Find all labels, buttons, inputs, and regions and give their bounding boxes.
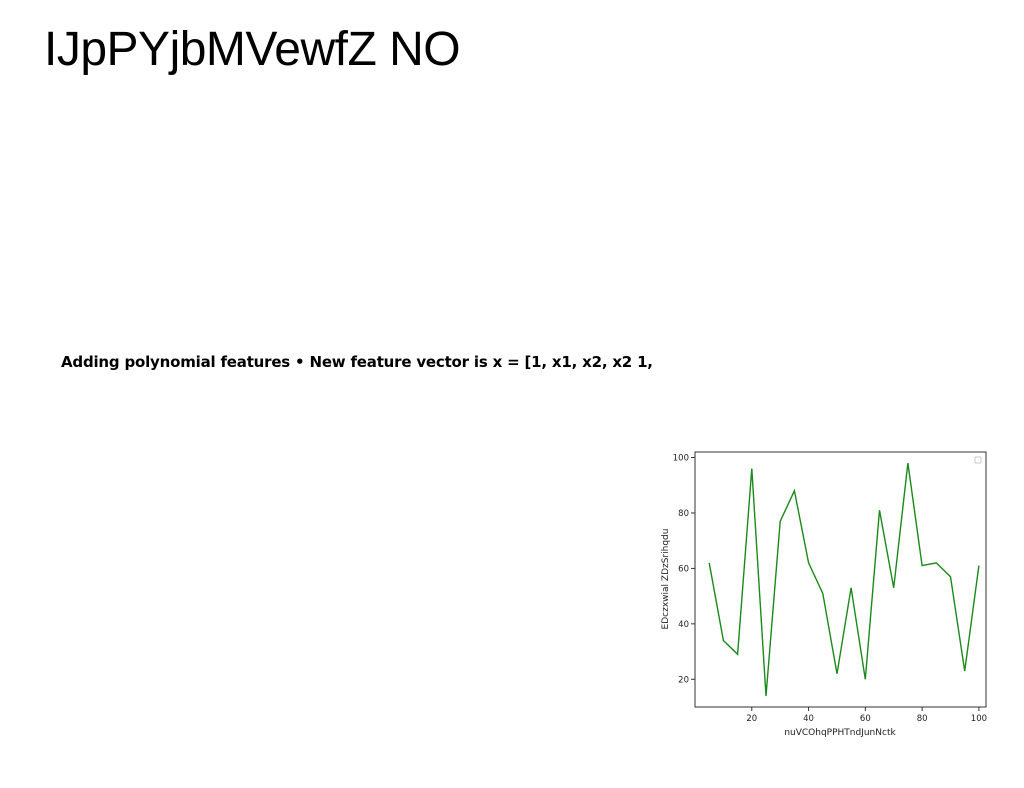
plot-area: 20 40 60 80 100 20 40 60 80 100	[673, 451, 987, 724]
legend-box	[974, 456, 982, 464]
slide-title: IJpPYjbMVewfZ NO	[44, 23, 461, 76]
y-axis-label: EDczxwial ZDzSrihqdu	[661, 529, 671, 630]
x-tick-label: 40	[803, 714, 814, 724]
y-tick-label: 80	[678, 509, 689, 519]
x-axis-label: nuVCOhqPPHTndJunNctk	[784, 728, 896, 738]
y-tick-label: 40	[678, 620, 689, 630]
series-line	[708, 463, 980, 696]
slide-bullet-text: Adding polynomial features • New feature…	[61, 353, 653, 371]
x-tick-label: 100	[971, 714, 987, 724]
y-tick-label: 20	[678, 675, 689, 685]
x-tick-label: 60	[860, 714, 871, 724]
plot-frame	[694, 451, 987, 708]
x-tick-label: 20	[746, 714, 757, 724]
line-chart: 20 40 60 80 100 20 40 60 80 100 nuVCOhqPPHTndJunN…	[661, 451, 987, 738]
x-tick-label: 80	[917, 714, 928, 724]
y-tick-label: 60	[678, 564, 689, 574]
y-tick-label: 100	[673, 454, 689, 464]
